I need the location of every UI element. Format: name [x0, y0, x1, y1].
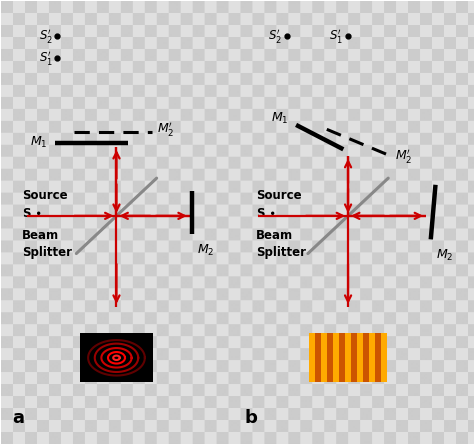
Text: $S_1'$: $S_1'$: [329, 27, 343, 45]
Text: $M_2$: $M_2$: [437, 248, 454, 263]
Bar: [345, 333, 351, 382]
Text: Splitter: Splitter: [22, 246, 72, 259]
Text: Source: Source: [22, 190, 68, 202]
Text: Splitter: Splitter: [256, 246, 306, 259]
Text: Beam: Beam: [22, 229, 59, 243]
Text: $S_2'$: $S_2'$: [268, 27, 282, 45]
Text: $M_1$: $M_1$: [30, 135, 48, 150]
Text: $S_1'$: $S_1'$: [39, 49, 53, 67]
Bar: [333, 333, 339, 382]
Text: $M_2'$: $M_2'$: [395, 147, 413, 165]
Bar: [369, 333, 375, 382]
Text: Beam: Beam: [256, 229, 293, 243]
Bar: [351, 333, 357, 382]
Bar: [321, 333, 327, 382]
Bar: [357, 333, 363, 382]
Bar: [327, 333, 333, 382]
Text: $M_1$: $M_1$: [272, 111, 289, 126]
Bar: [375, 333, 381, 382]
Text: $S_2'$: $S_2'$: [39, 27, 53, 45]
Bar: [315, 333, 321, 382]
Text: $M_2$: $M_2$: [197, 243, 214, 258]
Text: b: b: [244, 409, 257, 427]
Bar: [363, 333, 369, 382]
Text: S $\bullet$: S $\bullet$: [256, 207, 276, 220]
Text: Source: Source: [256, 190, 301, 202]
Text: S $\bullet$: S $\bullet$: [22, 207, 42, 220]
Bar: [309, 333, 315, 382]
Text: a: a: [12, 409, 25, 427]
Text: $M_2'$: $M_2'$: [156, 120, 174, 138]
Bar: [381, 333, 387, 382]
Bar: [339, 333, 345, 382]
Bar: [80, 333, 153, 382]
